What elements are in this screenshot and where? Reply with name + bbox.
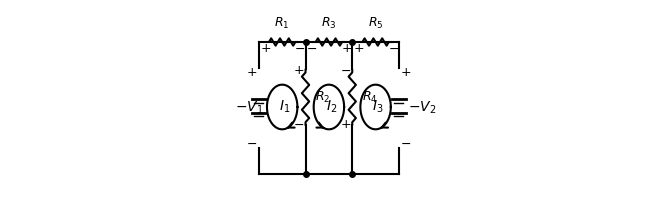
Text: $I_3$: $I_3$ [372,99,384,115]
Text: $-$: $-$ [246,137,257,150]
Text: $R_4$: $R_4$ [362,90,378,105]
Text: $I_2$: $I_2$ [326,99,337,115]
Text: $+$: $+$ [353,42,364,55]
Text: $I_1$: $I_1$ [279,99,290,115]
Text: $+$: $+$ [401,66,412,79]
Text: $+$: $+$ [341,42,352,55]
Text: $+$: $+$ [293,64,304,77]
Text: $-$: $-$ [293,118,304,131]
Text: $-$: $-$ [294,42,305,55]
Text: $R_5$: $R_5$ [368,16,383,31]
Text: $-V_2$: $-V_2$ [408,100,437,116]
Text: $R_1$: $R_1$ [274,16,290,31]
Text: $-$: $-$ [388,42,398,55]
Text: $R_3$: $R_3$ [321,16,337,31]
Text: $-$: $-$ [339,64,351,77]
Text: $+$: $+$ [246,66,257,79]
Text: $R_2$: $R_2$ [315,90,331,105]
Text: $-$: $-$ [306,42,318,55]
Text: $-$: $-$ [401,137,412,150]
Text: $+$: $+$ [339,118,351,131]
Text: $+$: $+$ [260,42,271,55]
Text: $-V_1$: $-V_1$ [235,100,264,116]
